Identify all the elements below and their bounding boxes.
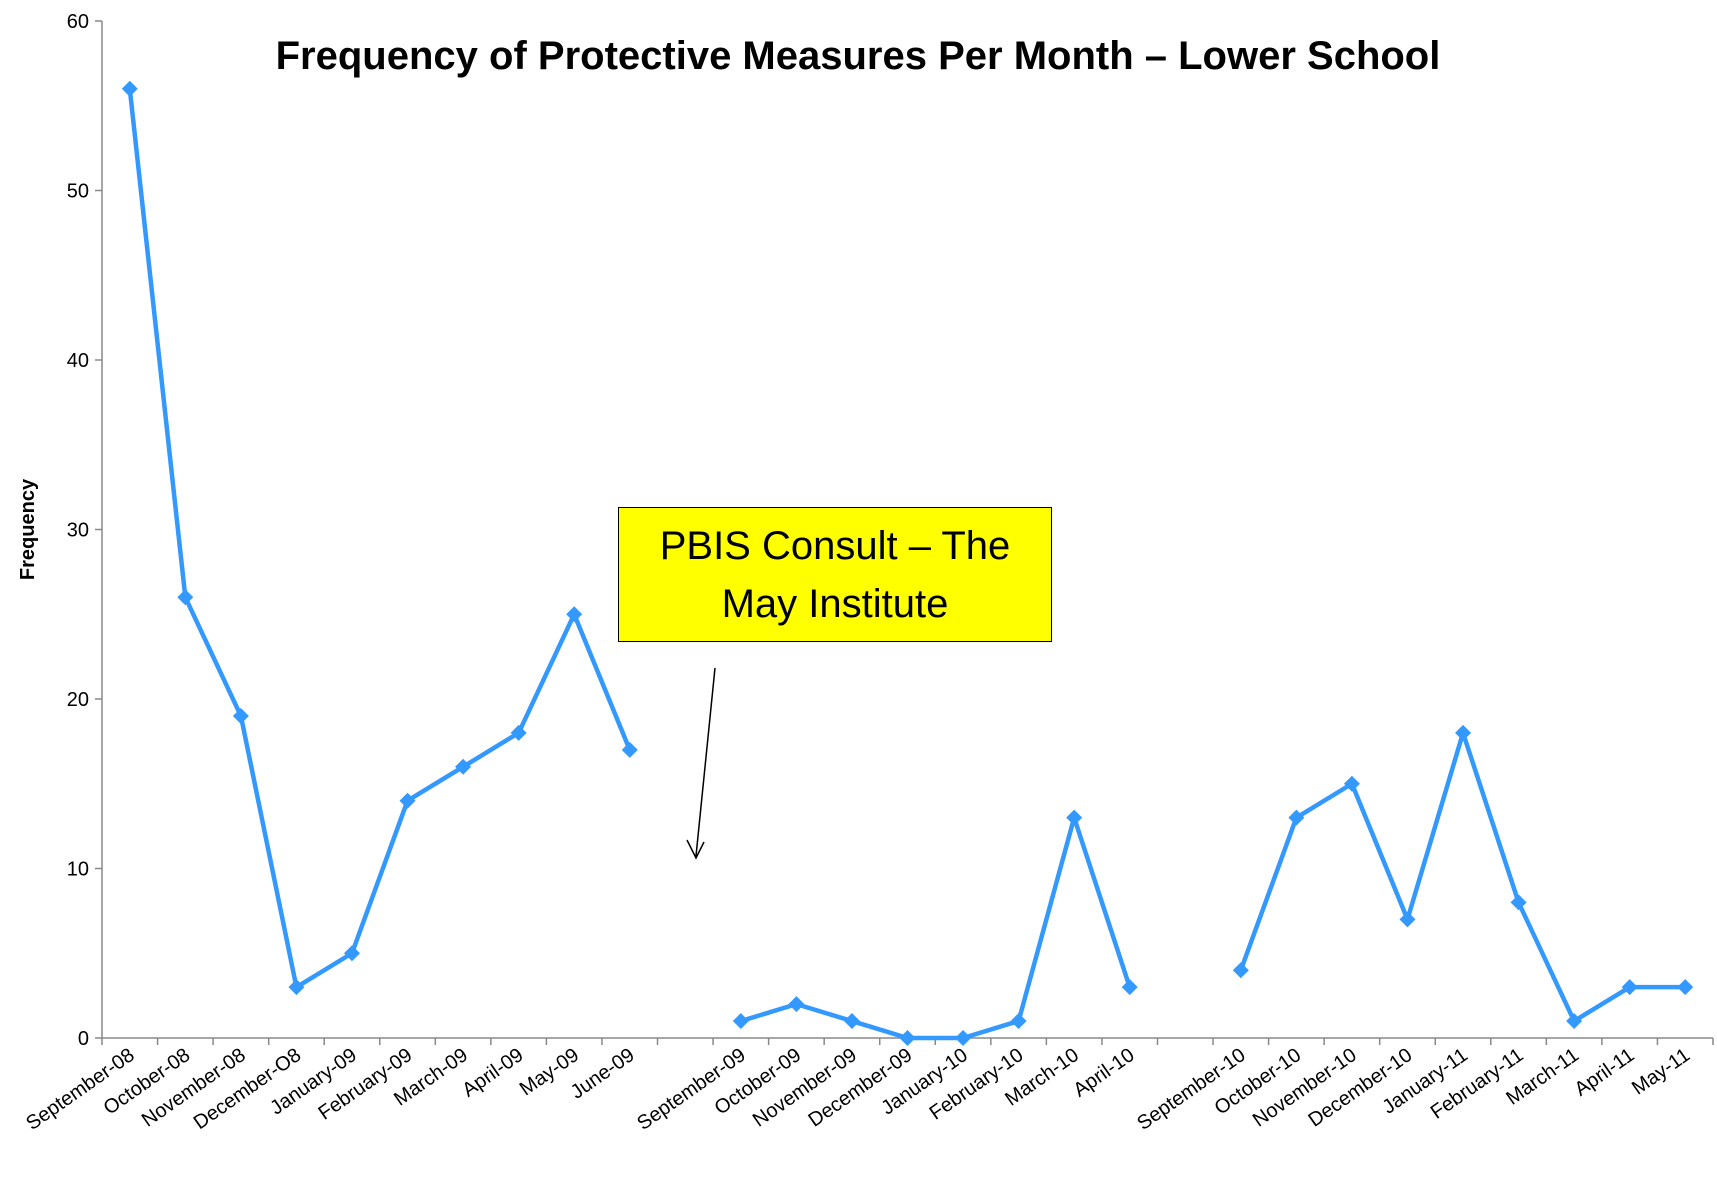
x-tick-label: April-09: [458, 1044, 527, 1102]
data-point: [1121, 979, 1138, 996]
y-tick-label: 50: [67, 181, 89, 203]
data-point: [1399, 911, 1416, 928]
y-tick-label: 30: [67, 520, 89, 542]
annotation: PBIS Consult – The May Institute: [618, 507, 1052, 642]
data-point: [1066, 809, 1083, 826]
data-point: [1510, 894, 1527, 911]
data-point: [510, 724, 527, 741]
data-point: [1232, 962, 1249, 979]
data-point: [1343, 775, 1360, 792]
chart-title: Frequency of Protective Measures Per Mon…: [275, 34, 1441, 78]
data-point: [621, 741, 638, 758]
data-point: [1677, 979, 1694, 996]
y-tick-label: 60: [67, 11, 89, 33]
data-point: [343, 945, 360, 962]
data-point: [843, 1013, 860, 1030]
y-axis-label: Frequency: [17, 478, 39, 580]
y-tick-label: 10: [67, 859, 89, 881]
y-tick-label: 0: [78, 1028, 89, 1050]
data-point: [899, 1030, 916, 1046]
data-point: [399, 792, 416, 809]
data-point: [232, 707, 249, 724]
data-point: [1455, 724, 1472, 741]
x-tick-label: April-11: [1571, 1044, 1639, 1101]
annotation-arrow: [695, 667, 716, 857]
x-tick-label: May-11: [1628, 1044, 1694, 1099]
data-point: [566, 606, 583, 623]
data-point: [955, 1030, 972, 1046]
data-point: [1621, 979, 1638, 996]
data-point: [121, 80, 138, 97]
x-tick-label: April-10: [1069, 1044, 1138, 1102]
data-point: [1566, 1013, 1583, 1030]
x-tick-label: June-09: [567, 1044, 639, 1103]
data-point: [288, 979, 305, 996]
y-tick-label: 20: [67, 689, 89, 711]
annotation-arrowhead: [686, 839, 705, 860]
data-point: [455, 758, 472, 775]
y-tick-label: 40: [67, 350, 89, 372]
data-point: [177, 589, 194, 606]
data-point: [732, 1013, 749, 1030]
data-point: [1288, 809, 1305, 826]
data-point: [788, 996, 805, 1013]
data-point: [1010, 1013, 1027, 1030]
